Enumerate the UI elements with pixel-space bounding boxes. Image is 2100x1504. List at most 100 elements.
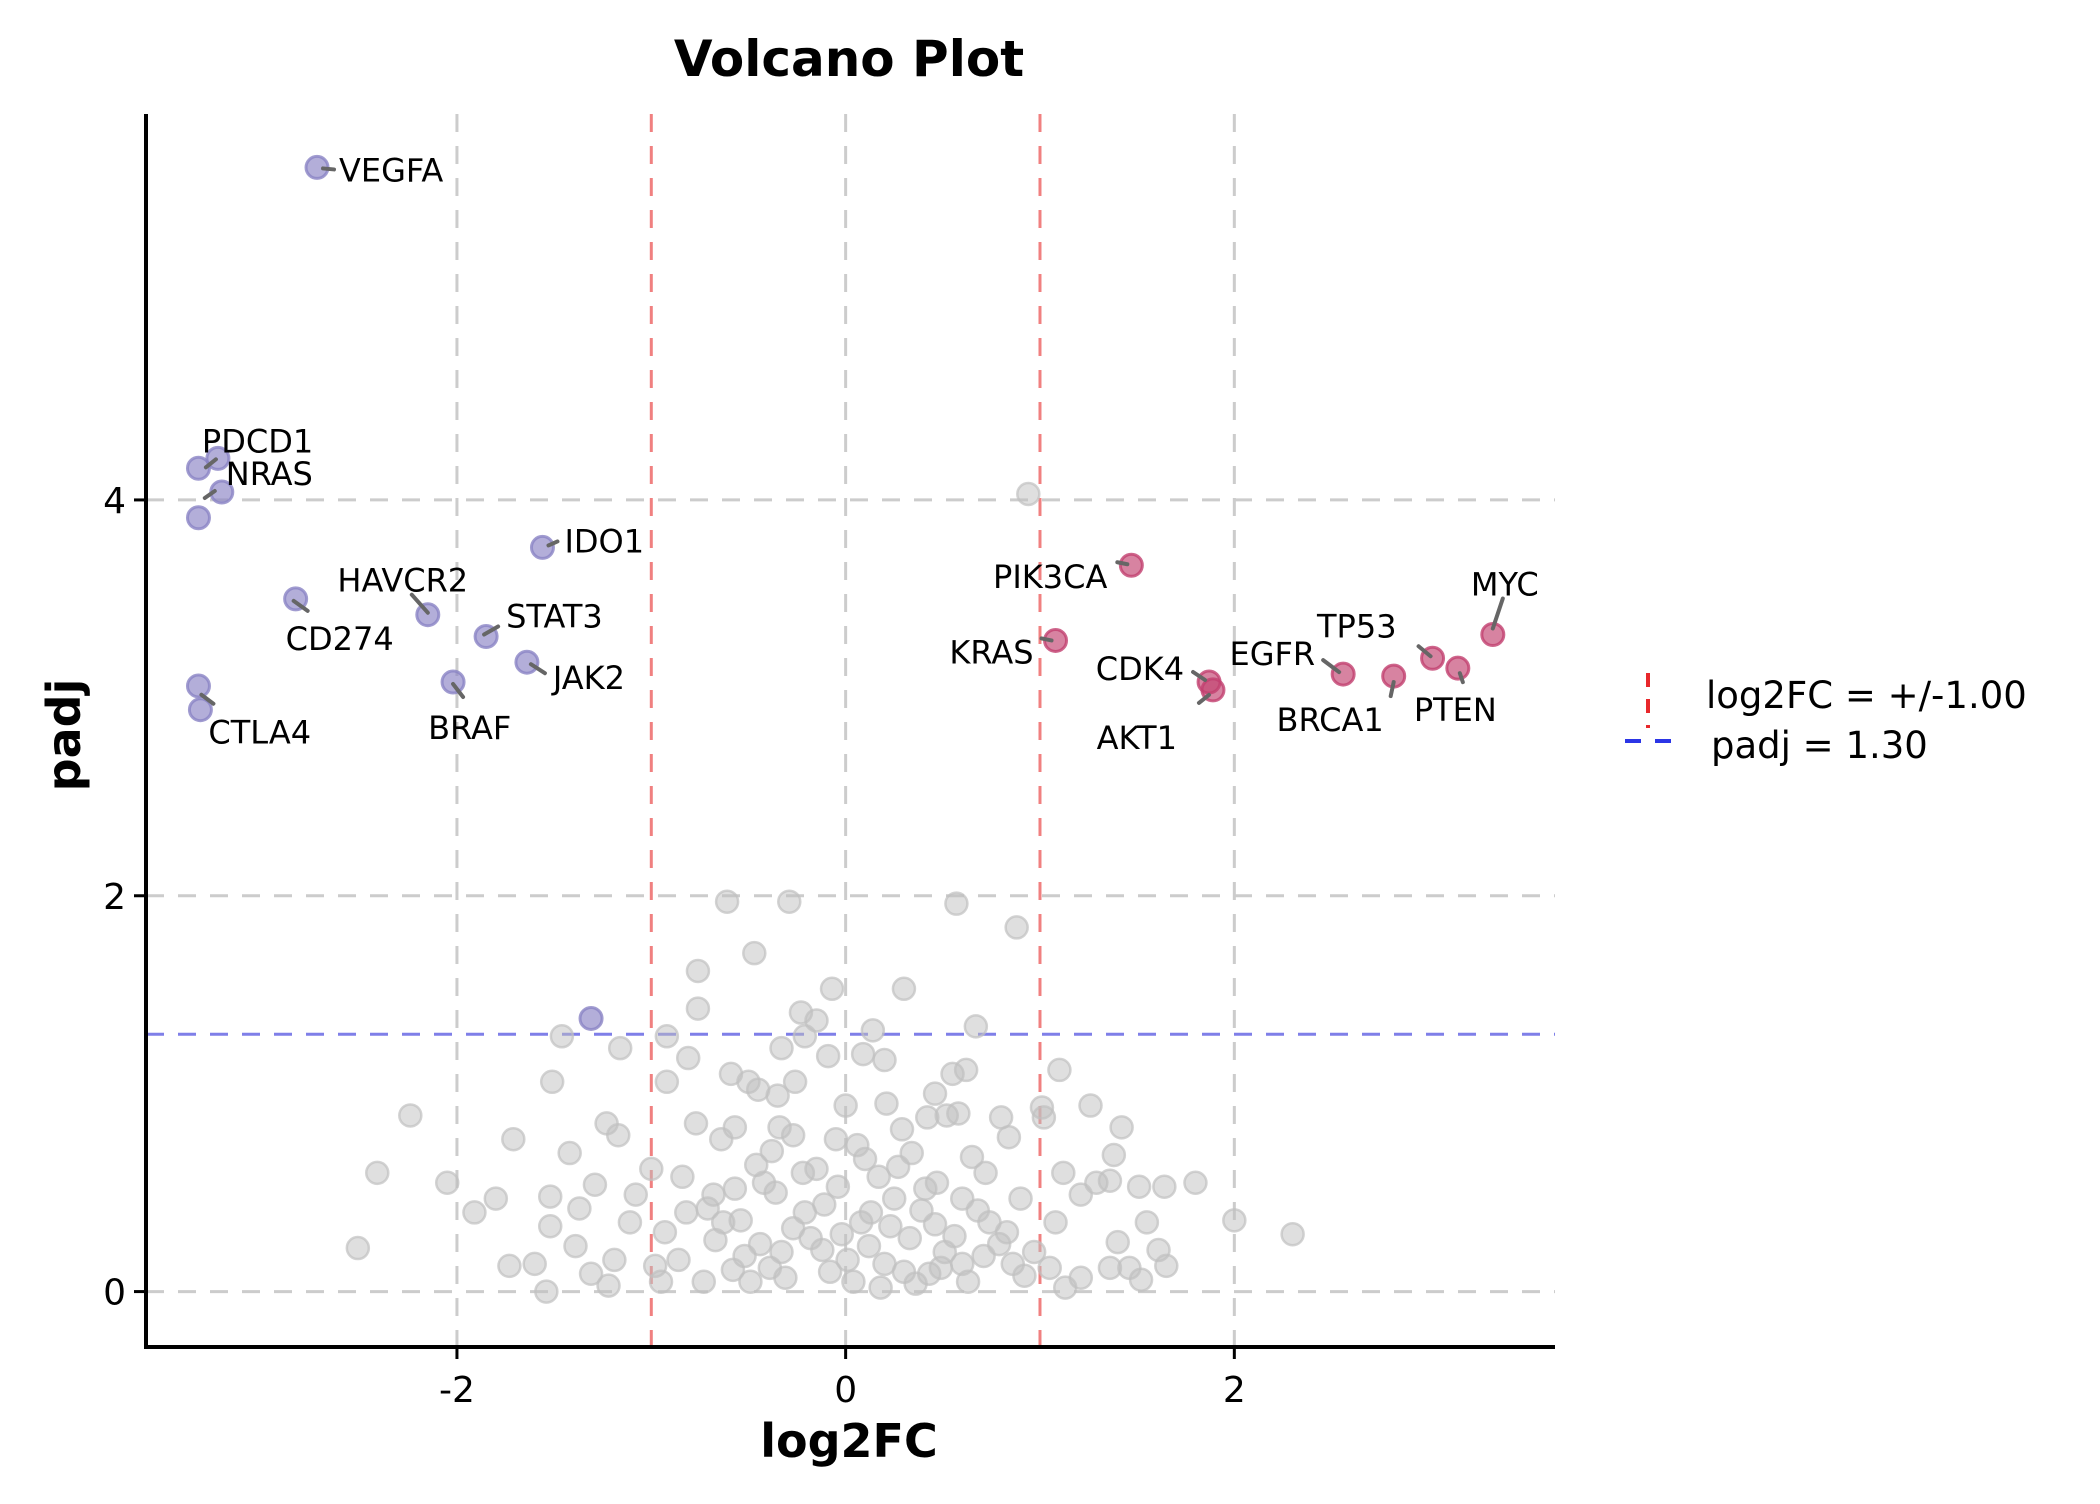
- ns-point: [648, 1269, 674, 1294]
- y-tick-label: 0: [103, 1273, 126, 1314]
- ns-point: [549, 1024, 575, 1049]
- ns-point: [582, 1172, 608, 1197]
- ns-point: [891, 976, 917, 1002]
- ns-point: [652, 1219, 678, 1245]
- ns-point: [903, 1271, 928, 1296]
- ns-point: [501, 1126, 526, 1152]
- ns-point: [897, 1225, 923, 1251]
- ns-point: [953, 1057, 979, 1083]
- ns-point: [623, 1182, 648, 1207]
- ns-point: [885, 1154, 911, 1180]
- ns-point: [602, 1247, 627, 1273]
- ns-point: [1004, 915, 1029, 940]
- connector-cd274: [291, 598, 310, 613]
- ns-point: [825, 1174, 851, 1199]
- ns-point: [769, 1035, 794, 1061]
- ns-point: [777, 889, 802, 914]
- gene-label-stat3: STAT3: [506, 597, 603, 635]
- ns-point: [666, 1247, 691, 1273]
- ns-point: [815, 1043, 841, 1069]
- ns-point: [1280, 1221, 1305, 1247]
- y-axis-ticks: 0 2 4: [103, 481, 146, 1314]
- ns-point: [1047, 1057, 1072, 1083]
- up-point-egfr: [1330, 661, 1356, 687]
- ns-point: [878, 1214, 903, 1239]
- up-point-pten: [1445, 655, 1471, 681]
- ns-point: [685, 996, 711, 1021]
- ns-point: [868, 1275, 893, 1300]
- ns-point: [971, 1243, 996, 1269]
- gene-label-cdk4: CDK4: [1096, 650, 1184, 688]
- gene-label-braf: BRAF: [428, 709, 511, 747]
- ns-point: [537, 1184, 563, 1209]
- gene-label-ido1: IDO1: [564, 522, 644, 560]
- legend: log2FC = +/-1.00 padj = 1.30: [1625, 673, 2027, 767]
- ns-point: [738, 1269, 763, 1294]
- ns-point: [596, 1273, 621, 1298]
- ns-point: [759, 1138, 785, 1164]
- ns-point: [1134, 1210, 1160, 1235]
- ns-point: [398, 1103, 423, 1128]
- y-axis-label: padj: [37, 679, 91, 792]
- ns-point: [1183, 1170, 1208, 1195]
- y-tick-label: 4: [103, 481, 126, 522]
- ns-point: [675, 1045, 701, 1071]
- ns-point: [889, 1117, 915, 1142]
- ns-point: [1101, 1142, 1127, 1168]
- ns-point: [1222, 1208, 1247, 1233]
- ns-point: [1031, 1105, 1057, 1130]
- ns-point: [959, 1144, 985, 1170]
- ns-point: [607, 1035, 633, 1061]
- connector-jak2: [528, 662, 547, 676]
- ns-point: [683, 1111, 709, 1136]
- gene-label-kras: KRAS: [949, 633, 1033, 671]
- down-point: [185, 505, 211, 531]
- ns-point: [872, 1047, 897, 1073]
- ns-point: [539, 1069, 565, 1095]
- gene-label-akt1: AKT1: [1097, 719, 1177, 757]
- ns-point: [973, 1160, 998, 1186]
- ns-point: [365, 1160, 390, 1186]
- ns-point: [860, 1018, 886, 1043]
- gene-label-cd274: CD274: [286, 620, 394, 658]
- ns-point: [833, 1093, 858, 1118]
- legend-label-log2fc: log2FC = +/-1.00: [1706, 674, 2027, 717]
- connector-ido1: [546, 539, 560, 548]
- ns-point: [742, 940, 767, 966]
- ns-point: [881, 1186, 907, 1211]
- ns-point: [792, 1024, 818, 1049]
- down-point: [578, 1005, 604, 1031]
- down-point-ctla4: [187, 697, 213, 723]
- ns-point: [1051, 1160, 1076, 1186]
- ns-point: [913, 1176, 938, 1201]
- ns-point: [994, 1219, 1020, 1245]
- down-point: [185, 673, 211, 699]
- ns-point: [963, 1014, 989, 1039]
- ns-point: [858, 1200, 884, 1225]
- ns-point: [946, 1101, 971, 1126]
- x-axis-ticks: -2 0 2: [439, 1347, 1246, 1411]
- ns-point: [345, 1235, 371, 1261]
- x-tick-label: -2: [439, 1370, 475, 1411]
- ns-point: [522, 1251, 547, 1277]
- ns-point: [1043, 1210, 1068, 1235]
- ns-point: [1068, 1182, 1094, 1207]
- label-connectors: [199, 166, 1505, 706]
- ns-point: [804, 1156, 829, 1182]
- connector-cdk4: [1191, 670, 1208, 683]
- ns-point: [714, 889, 740, 914]
- ns-point: [823, 1126, 849, 1152]
- ns-point: [1154, 1253, 1179, 1279]
- ns-point: [709, 1126, 734, 1152]
- ns-point: [1012, 1263, 1037, 1289]
- ns-point: [949, 1251, 975, 1277]
- ns-point: [639, 1156, 664, 1182]
- ns-point: [567, 1196, 592, 1221]
- ns-point: [965, 1198, 991, 1223]
- ns-point: [1126, 1174, 1152, 1199]
- ns-point: [1037, 1255, 1062, 1281]
- ns-point: [606, 1122, 631, 1148]
- ns-point: [685, 958, 711, 984]
- ns-point: [1021, 1239, 1047, 1265]
